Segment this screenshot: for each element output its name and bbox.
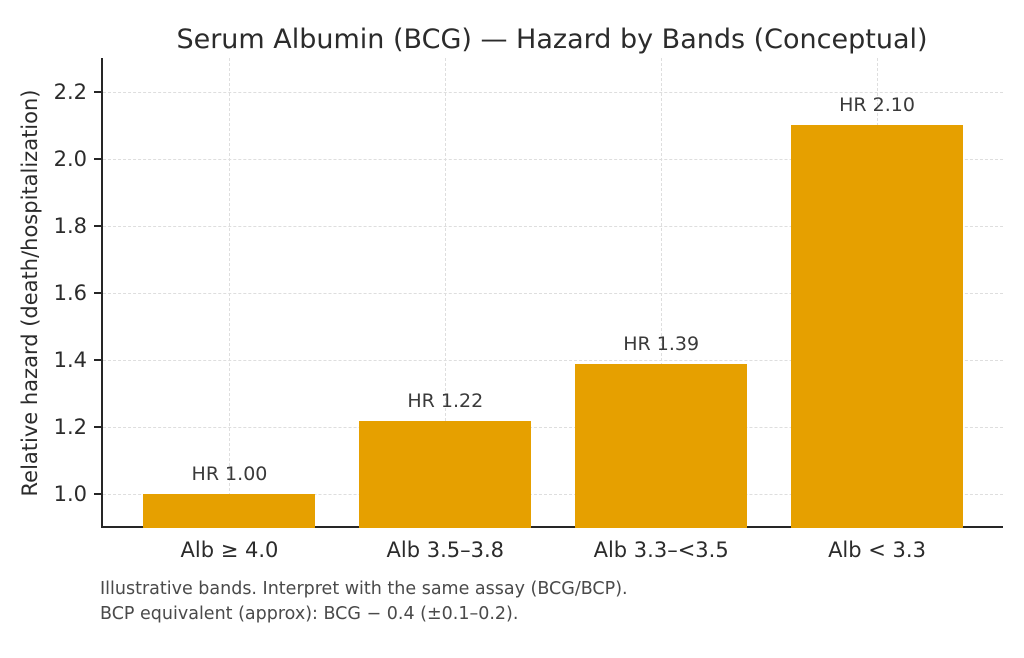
x-tick-label: Alb ≥ 4.0 xyxy=(180,538,279,562)
bar xyxy=(791,125,963,528)
y-tick-label: 2.0 xyxy=(53,146,87,171)
h-gridline xyxy=(103,427,1003,429)
h-gridline xyxy=(103,360,1003,362)
y-tick-mark xyxy=(94,493,103,496)
bar-value-label: HR 1.00 xyxy=(191,463,268,486)
y-tick-label: 1.2 xyxy=(53,415,87,440)
plot-area: 1.0 1.2 1.4 1.6 1.8 2.0 2.2 HR 1.00 Alb ≥ 4.0 HR … xyxy=(54,58,1003,562)
h-gridline xyxy=(103,293,1003,294)
footnotes: Illustrative bands. Interpret with the s… xyxy=(100,577,628,627)
v-gridline xyxy=(661,58,663,526)
v-gridline xyxy=(445,58,447,526)
h-gridline xyxy=(103,158,1003,160)
bar-value-label: HR 1.39 xyxy=(623,332,700,355)
footnote-line-1: Illustrative bands. Interpret with the s… xyxy=(100,579,628,599)
y-axis-label: Relative hazard (death/hospitalization) xyxy=(18,89,42,497)
h-gridline xyxy=(103,225,1003,227)
y-tick-label: 1.0 xyxy=(53,482,87,507)
bar-value-label: HR 1.22 xyxy=(407,389,484,412)
y-tick-mark xyxy=(94,90,103,93)
y-tick-label: 1.6 xyxy=(53,281,87,305)
x-tick-label: Alb 3.5–3.8 xyxy=(386,538,505,562)
bar xyxy=(359,420,532,528)
y-tick-mark xyxy=(94,292,103,294)
x-tick-label: Alb 3.3–<3.5 xyxy=(593,538,729,562)
h-gridline xyxy=(103,494,1003,496)
y-tick-mark xyxy=(94,426,103,429)
h-gridline xyxy=(103,91,1003,93)
bar xyxy=(575,363,748,528)
footnote-line-2: BCP equivalent (approx): BCG − 0.4 (±0.1… xyxy=(100,604,519,624)
bar xyxy=(143,494,316,528)
y-tick-mark xyxy=(94,359,103,362)
y-tick-label: 2.2 xyxy=(53,79,87,104)
y-tick-label: 1.8 xyxy=(53,213,87,238)
v-gridline xyxy=(229,58,231,526)
y-tick-mark xyxy=(94,224,103,227)
bar-value-label: HR 2.10 xyxy=(839,94,915,117)
x-tick-label: Alb < 3.3 xyxy=(828,538,926,562)
y-tick-mark xyxy=(94,157,103,160)
chart-title: Serum Albumin (BCG) — Hazard by Bands (C… xyxy=(176,24,928,55)
y-tick-label: 1.4 xyxy=(53,348,87,373)
